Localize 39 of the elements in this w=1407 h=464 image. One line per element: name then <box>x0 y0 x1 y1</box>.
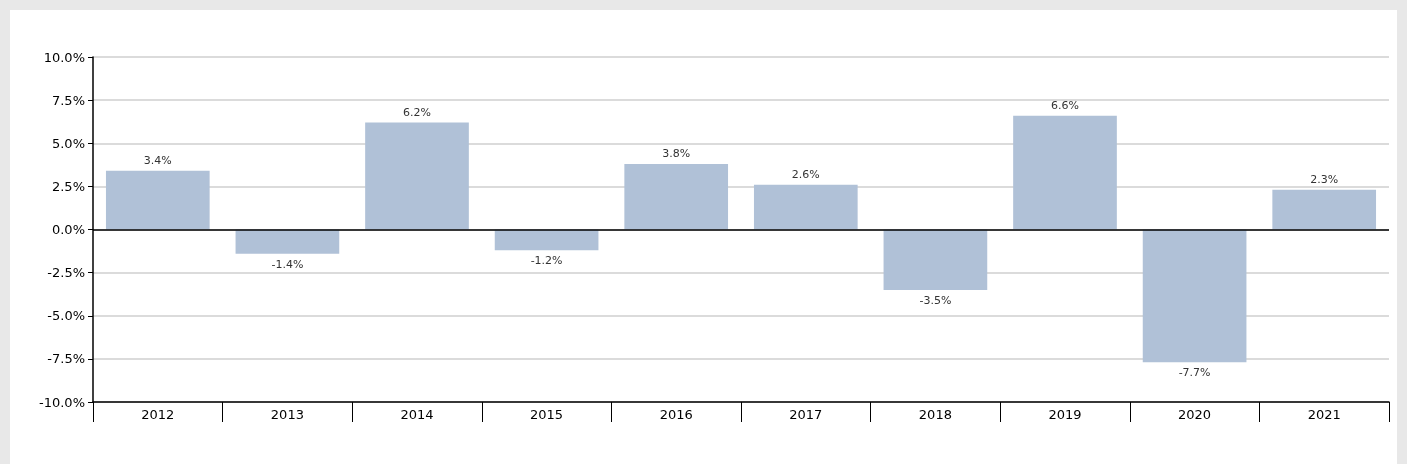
x-tick-label: 2021 <box>1307 407 1341 422</box>
bar <box>1142 229 1247 363</box>
bar <box>883 229 988 290</box>
y-tick-label: -7.5% <box>47 351 85 367</box>
bar <box>753 184 858 230</box>
y-tick-label: 2.5% <box>51 178 85 194</box>
y-tick-label: -10.0% <box>39 394 85 410</box>
x-tick-label: 2012 <box>141 407 175 422</box>
bar <box>235 229 340 254</box>
data-label: -7.7% <box>1178 366 1211 380</box>
data-label: 6.6% <box>1051 98 1079 112</box>
data-label: -1.2% <box>530 254 563 268</box>
y-tick-label: 10.0% <box>43 49 85 65</box>
x-tick-label: 2018 <box>918 407 952 422</box>
x-tick-label: 2015 <box>530 407 564 422</box>
bar <box>1272 189 1377 230</box>
data-label: 3.8% <box>662 146 691 160</box>
x-tick-label: 2013 <box>270 407 304 422</box>
bar <box>365 122 469 230</box>
y-tick-label: -5.0% <box>47 308 85 324</box>
x-tick-label: 2016 <box>659 407 693 422</box>
x-tick-label: 2017 <box>789 407 823 422</box>
x-tick-label: 2019 <box>1048 407 1082 422</box>
data-label: 2.3% <box>1310 172 1339 186</box>
data-label: 3.4% <box>143 153 172 167</box>
bar <box>624 163 729 230</box>
x-tick-label: 2020 <box>1178 407 1212 422</box>
data-label: -1.4% <box>271 257 304 271</box>
x-tick-label: 2014 <box>400 407 434 422</box>
data-label: 2.6% <box>791 167 820 181</box>
y-tick-label: 7.5% <box>51 92 85 108</box>
y-tick-label: 0.0% <box>51 222 85 237</box>
data-label: 6.2% <box>403 105 431 119</box>
bar <box>494 229 599 251</box>
bar <box>1013 115 1117 230</box>
y-tick-label: -2.5% <box>47 265 85 281</box>
y-tick-label: 5.0% <box>51 135 85 151</box>
data-label: -3.5% <box>919 293 952 307</box>
bar <box>105 170 210 230</box>
